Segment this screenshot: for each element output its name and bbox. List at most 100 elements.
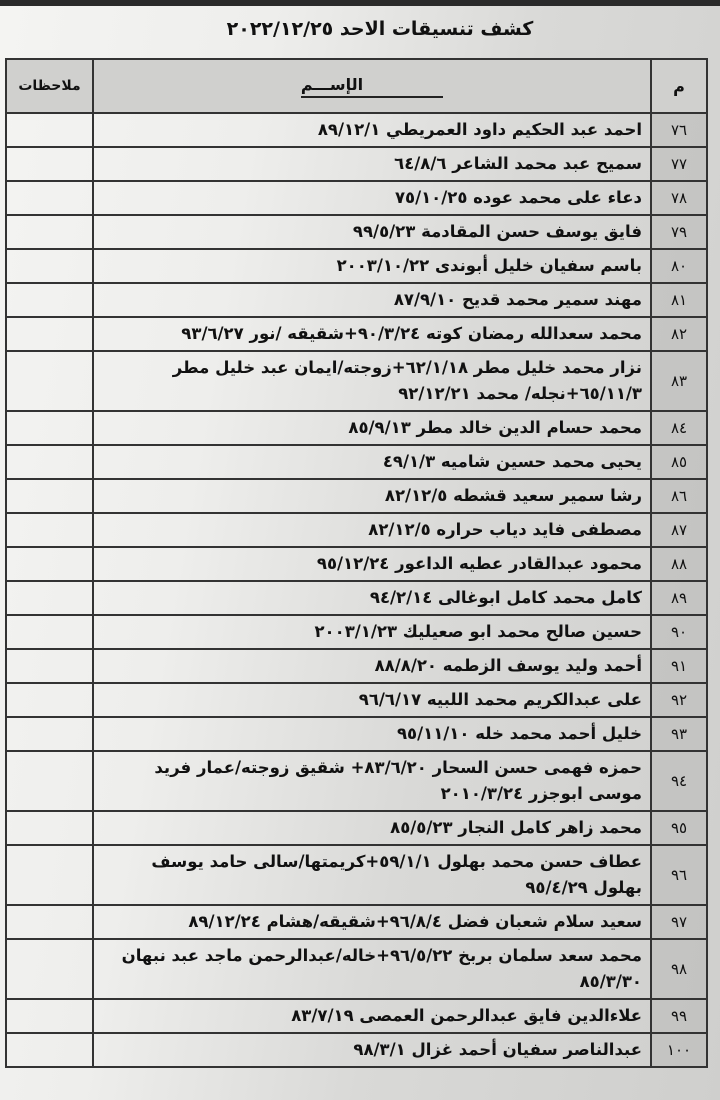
row-name: مصطفى فايد دياب حراره ٨٢/١٢/٥ (92, 512, 652, 548)
row-number: ٧٦ (650, 112, 708, 148)
row-name: عبدالناصر سفيان أحمد غزال ٩٨/٣/١ (92, 1032, 652, 1068)
table-row: ٧٨ دعاء على محمد عوده ٧٥/١٠/٢٥ (5, 180, 708, 216)
row-name: خليل أحمد محمد خله ٩٥/١١/١٠ (92, 716, 652, 752)
photo-edge (0, 0, 720, 6)
row-notes (5, 1032, 94, 1068)
row-number: ٧٩ (650, 214, 708, 250)
row-notes (5, 938, 94, 1000)
header-name: الإســـم (92, 58, 652, 114)
row-name: محمد سعد سلمان بربخ ٩٦/٥/٢٢+خاله/عبدالرح… (92, 938, 652, 1000)
row-name: رشا سمير سعيد قشطه ٨٢/١٢/٥ (92, 478, 652, 514)
row-notes (5, 512, 94, 548)
row-name: حسين صالح محمد ابو صعيليك ٢٠٠٣/١/٢٣ (92, 614, 652, 650)
row-number: ٩٧ (650, 904, 708, 940)
table-row: ٨٤ محمد حسام الدين خالد مطر ٨٥/٩/١٣ (5, 410, 708, 446)
row-number: ٩٥ (650, 810, 708, 846)
row-notes (5, 112, 94, 148)
row-number: ٩٠ (650, 614, 708, 650)
table-header-row: م الإســـم ملاحظات (5, 58, 708, 114)
table-row: ٨٦ رشا سمير سعيد قشطه ٨٢/١٢/٥ (5, 478, 708, 514)
row-notes (5, 546, 94, 582)
table-row: ٨٩ كامل محمد كامل ابوغالى ٩٤/٢/١٤ (5, 580, 708, 616)
table-row: ٩٢ على عبدالكريم محمد اللبيه ٩٦/٦/١٧ (5, 682, 708, 718)
document-title: كشف تنسيقات الاحد ٢٠٢٢/١٢/٢٥ (226, 18, 534, 40)
row-notes (5, 350, 94, 412)
row-notes (5, 316, 94, 352)
row-name: حمزه فهمى حسن السحار ٨٣/٦/٢٠+ شقيق زوجته… (92, 750, 652, 812)
row-notes (5, 282, 94, 318)
row-notes (5, 998, 94, 1034)
table-row: ٧٩ فايق يوسف حسن المقادمة ٩٩/٥/٢٣ (5, 214, 708, 250)
row-notes (5, 248, 94, 284)
row-number: ٨٢ (650, 316, 708, 352)
table-row: ٩٧ سعيد سلام شعبان فضل ٩٦/٨/٤+شقيقه/هشام … (5, 904, 708, 940)
row-name: احمد عبد الحكيم داود العمريطي ٨٩/١٢/١ (92, 112, 652, 148)
row-number: ٩٩ (650, 998, 708, 1034)
row-number: ٩١ (650, 648, 708, 684)
row-name: علاءالدين فايق عبدالرحمن العمصى ٨٣/٧/١٩ (92, 998, 652, 1034)
row-number: ٩٨ (650, 938, 708, 1000)
row-number: ٨٦ (650, 478, 708, 514)
table-row: ٨٢ محمد سعدالله رمضان كوته ٩٠/٣/٢٤+شقيقه … (5, 316, 708, 352)
row-notes (5, 904, 94, 940)
row-number: ٨٨ (650, 546, 708, 582)
table-row: ٨٧ مصطفى فايد دياب حراره ٨٢/١٢/٥ (5, 512, 708, 548)
row-number: ٨٥ (650, 444, 708, 480)
row-name: أحمد وليد يوسف الزطمه ٨٨/٨/٢٠ (92, 648, 652, 684)
table-row: ٩٣ خليل أحمد محمد خله ٩٥/١١/١٠ (5, 716, 708, 752)
row-name: نزار محمد خليل مطر ٦٢/١/١٨+زوجته/ايمان ع… (92, 350, 652, 412)
table-row: ٨٥ يحيى محمد حسين شاميه ٤٩/١/٣ (5, 444, 708, 480)
row-name: باسم سفيان خليل أبوندى ٢٠٠٣/١٠/٢٢ (92, 248, 652, 284)
row-notes (5, 146, 94, 182)
row-name: محمد زاهر كامل النجار ٨٥/٥/٢٣ (92, 810, 652, 846)
row-number: ٨٧ (650, 512, 708, 548)
row-number: ٨٤ (650, 410, 708, 446)
row-notes (5, 716, 94, 752)
table-row: ٨٣ نزار محمد خليل مطر ٦٢/١/١٨+زوجته/ايمان… (5, 350, 708, 412)
row-number: ٨٣ (650, 350, 708, 412)
row-notes (5, 214, 94, 250)
row-name: فايق يوسف حسن المقادمة ٩٩/٥/٢٣ (92, 214, 652, 250)
row-name: على عبدالكريم محمد اللبيه ٩٦/٦/١٧ (92, 682, 652, 718)
table-row: ٨٠ باسم سفيان خليل أبوندى ٢٠٠٣/١٠/٢٢ (5, 248, 708, 284)
row-name: سعيد سلام شعبان فضل ٩٦/٨/٤+شقيقه/هشام ٨٩… (92, 904, 652, 940)
row-name: سميح عبد محمد الشاعر ٦٤/٨/٦ (92, 146, 652, 182)
row-notes (5, 444, 94, 480)
row-notes (5, 580, 94, 616)
row-notes (5, 410, 94, 446)
table-row: ٩٩ علاءالدين فايق عبدالرحمن العمصى ٨٣/٧/١… (5, 998, 708, 1034)
row-number: ٩٣ (650, 716, 708, 752)
row-name: محمد سعدالله رمضان كوته ٩٠/٣/٢٤+شقيقه /ن… (92, 316, 652, 352)
row-number: ٨١ (650, 282, 708, 318)
table-row: ٩٥ محمد زاهر كامل النجار ٨٥/٥/٢٣ (5, 810, 708, 846)
row-notes (5, 614, 94, 650)
table-row: ٧٦ احمد عبد الحكيم داود العمريطي ٨٩/١٢/١ (5, 112, 708, 148)
row-name: مهند سمير محمد قديح ٨٧/٩/١٠ (92, 282, 652, 318)
row-number: ٧٧ (650, 146, 708, 182)
row-notes (5, 750, 94, 812)
table-row: ٩٨ محمد سعد سلمان بربخ ٩٦/٥/٢٢+خاله/عبدال… (5, 938, 708, 1000)
row-notes (5, 180, 94, 216)
table-row: ٩١ أحمد وليد يوسف الزطمه ٨٨/٨/٢٠ (5, 648, 708, 684)
table-row: ٩٦ عطاف حسن محمد بهلول ٥٩/١/١+كريمتها/سال… (5, 844, 708, 906)
row-notes (5, 682, 94, 718)
header-notes: ملاحظات (5, 58, 94, 114)
row-number: ٩٢ (650, 682, 708, 718)
row-notes (5, 648, 94, 684)
table-row: ٩٤ حمزه فهمى حسن السحار ٨٣/٦/٢٠+ شقيق زوج… (5, 750, 708, 812)
row-number: ٩٦ (650, 844, 708, 906)
row-number: ٨٠ (650, 248, 708, 284)
table-row: ٨٨ محمود عبدالقادر عطيه الداعور ٩٥/١٢/٢٤ (5, 546, 708, 582)
row-name: يحيى محمد حسين شاميه ٤٩/١/٣ (92, 444, 652, 480)
table-row: ١٠٠ عبدالناصر سفيان أحمد غزال ٩٨/٣/١ (5, 1032, 708, 1068)
row-number: ٧٨ (650, 180, 708, 216)
row-name: عطاف حسن محمد بهلول ٥٩/١/١+كريمتها/سالى … (92, 844, 652, 906)
row-name: كامل محمد كامل ابوغالى ٩٤/٢/١٤ (92, 580, 652, 616)
row-number: ١٠٠ (650, 1032, 708, 1068)
row-name: محمود عبدالقادر عطيه الداعور ٩٥/١٢/٢٤ (92, 546, 652, 582)
row-notes (5, 478, 94, 514)
table-row: ٨١ مهند سمير محمد قديح ٨٧/٩/١٠ (5, 282, 708, 318)
row-name: دعاء على محمد عوده ٧٥/١٠/٢٥ (92, 180, 652, 216)
row-number: ٩٤ (650, 750, 708, 812)
row-name: محمد حسام الدين خالد مطر ٨٥/٩/١٣ (92, 410, 652, 446)
